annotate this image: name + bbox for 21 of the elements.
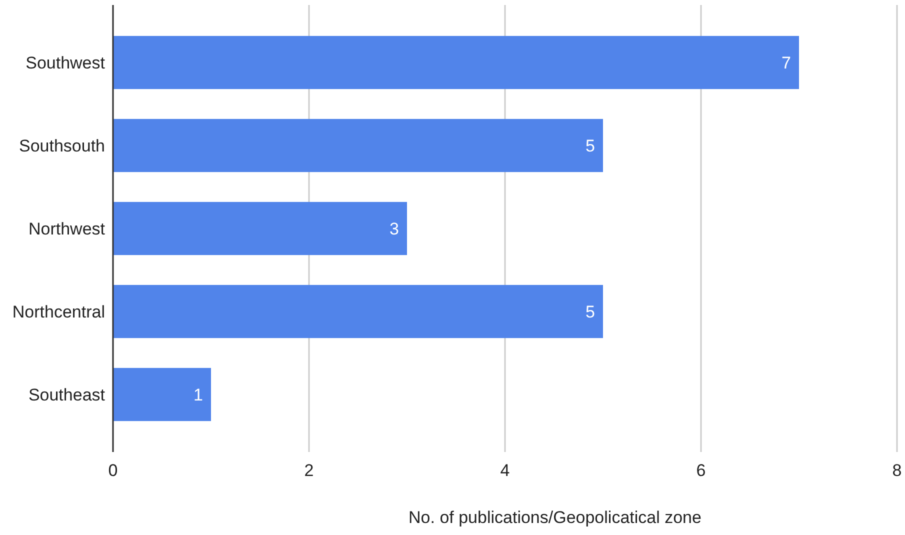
data-label: 1 [194,385,203,404]
y-tick-label: Southeast [28,385,106,404]
y-tick-label: Southwest [26,53,106,72]
bar [113,118,603,172]
x-axis-title: No. of publications/Geopolicatical zone [408,508,702,527]
bar [113,368,211,422]
x-tick-label: 4 [500,460,510,480]
data-label: 5 [586,136,595,156]
x-tick-label: 6 [696,460,706,480]
data-label: 3 [390,219,399,238]
data-label: 5 [586,302,595,322]
bar [113,202,407,256]
bar [113,36,799,90]
y-tick-label: Southsouth [18,136,105,156]
data-label: 7 [782,53,791,72]
x-tick-label: 0 [108,460,118,480]
y-tick-label: Northcentral [12,302,105,322]
y-tick-label: Northwest [28,219,106,238]
x-tick-label: 8 [892,460,902,480]
bar [113,284,603,338]
x-tick-label: 2 [304,460,314,480]
